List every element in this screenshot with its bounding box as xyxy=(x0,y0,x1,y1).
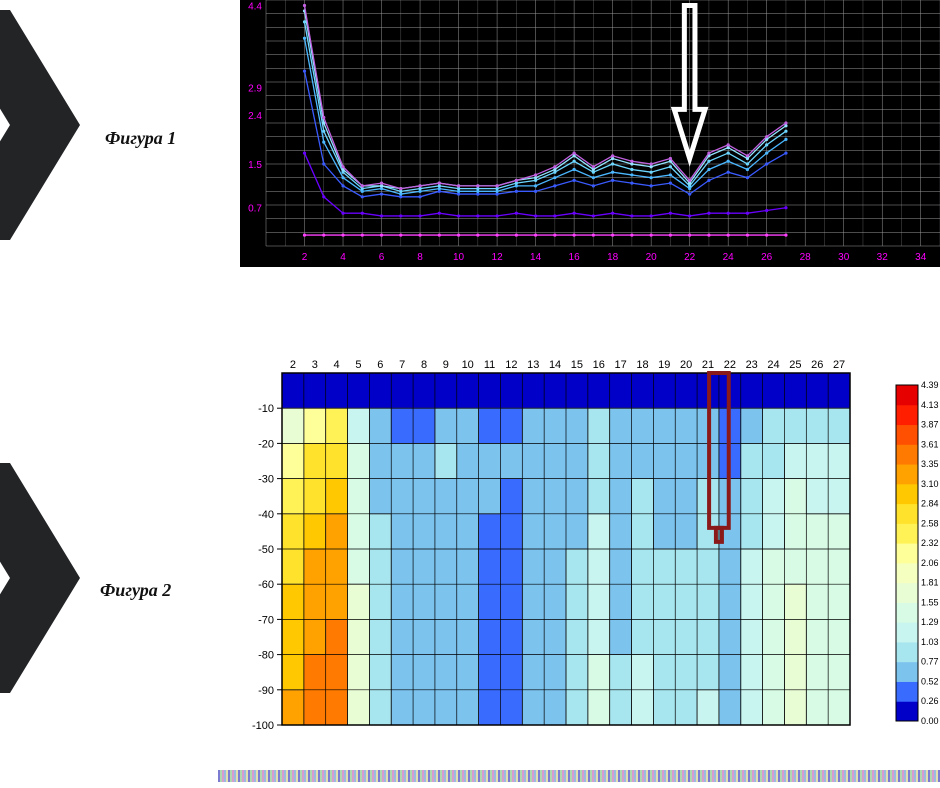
svg-text:10: 10 xyxy=(462,359,474,371)
svg-text:1.5: 1.5 xyxy=(248,160,262,171)
svg-text:2.4: 2.4 xyxy=(248,111,262,122)
svg-text:-70: -70 xyxy=(258,614,274,626)
svg-text:-60: -60 xyxy=(258,579,274,591)
svg-text:-40: -40 xyxy=(258,509,274,521)
svg-text:0.77: 0.77 xyxy=(921,657,939,667)
left-chevron-1 xyxy=(0,10,100,240)
svg-text:3.61: 3.61 xyxy=(921,439,939,449)
svg-text:-50: -50 xyxy=(258,544,274,556)
svg-text:2.58: 2.58 xyxy=(921,518,939,528)
svg-text:1.81: 1.81 xyxy=(921,578,939,588)
svg-text:4.13: 4.13 xyxy=(921,400,939,410)
svg-text:2.9: 2.9 xyxy=(248,83,262,94)
svg-text:-90: -90 xyxy=(258,685,274,697)
svg-text:6: 6 xyxy=(377,359,383,371)
figure-2-label: Фигура 2 xyxy=(100,580,171,601)
svg-text:7: 7 xyxy=(399,359,405,371)
svg-text:3: 3 xyxy=(312,359,318,371)
svg-text:4: 4 xyxy=(334,359,340,371)
svg-text:-30: -30 xyxy=(258,474,274,486)
svg-text:22: 22 xyxy=(684,252,696,263)
svg-text:18: 18 xyxy=(636,359,648,371)
svg-text:-100: -100 xyxy=(252,720,274,732)
svg-text:2.84: 2.84 xyxy=(921,499,939,509)
svg-text:4: 4 xyxy=(340,252,346,263)
svg-text:24: 24 xyxy=(723,252,735,263)
left-chevron-2 xyxy=(0,463,100,693)
svg-text:0.52: 0.52 xyxy=(921,676,939,686)
svg-text:3.10: 3.10 xyxy=(921,479,939,489)
svg-text:5: 5 xyxy=(355,359,361,371)
svg-text:28: 28 xyxy=(800,252,812,263)
svg-text:22: 22 xyxy=(724,359,736,371)
footer-noise-bar xyxy=(218,770,940,782)
svg-text:1.29: 1.29 xyxy=(921,617,939,627)
svg-text:26: 26 xyxy=(761,252,773,263)
svg-text:10: 10 xyxy=(453,252,465,263)
figure-1-line-chart: 2468101214161820222426283032340.71.52.42… xyxy=(240,0,940,267)
svg-text:-80: -80 xyxy=(258,650,274,662)
svg-text:0.7: 0.7 xyxy=(248,204,262,215)
svg-text:2.06: 2.06 xyxy=(921,558,939,568)
svg-text:6: 6 xyxy=(379,252,385,263)
svg-text:26: 26 xyxy=(811,359,823,371)
svg-text:16: 16 xyxy=(593,359,605,371)
svg-text:2: 2 xyxy=(290,359,296,371)
svg-text:18: 18 xyxy=(607,252,619,263)
svg-text:8: 8 xyxy=(417,252,423,263)
svg-text:3.35: 3.35 xyxy=(921,459,939,469)
svg-text:23: 23 xyxy=(746,359,758,371)
svg-text:17: 17 xyxy=(614,359,626,371)
svg-text:2: 2 xyxy=(302,252,308,263)
svg-text:9: 9 xyxy=(443,359,449,371)
svg-text:3.87: 3.87 xyxy=(921,420,939,430)
svg-text:32: 32 xyxy=(877,252,889,263)
svg-text:15: 15 xyxy=(571,359,583,371)
figure-2-heatmap: 2345678910111213141516171819202122232425… xyxy=(240,355,940,755)
svg-text:14: 14 xyxy=(549,359,561,371)
svg-text:1.55: 1.55 xyxy=(921,597,939,607)
figure-1-label: Фигура 1 xyxy=(105,128,176,149)
svg-text:12: 12 xyxy=(492,252,504,263)
svg-text:19: 19 xyxy=(658,359,670,371)
svg-text:13: 13 xyxy=(527,359,539,371)
svg-text:0.26: 0.26 xyxy=(921,696,939,706)
svg-text:21: 21 xyxy=(702,359,714,371)
svg-text:-10: -10 xyxy=(258,403,274,415)
svg-text:30: 30 xyxy=(838,252,850,263)
svg-text:2.32: 2.32 xyxy=(921,538,939,548)
svg-text:20: 20 xyxy=(680,359,692,371)
svg-text:1.03: 1.03 xyxy=(921,637,939,647)
svg-text:4.39: 4.39 xyxy=(921,380,939,390)
svg-text:8: 8 xyxy=(421,359,427,371)
svg-text:34: 34 xyxy=(915,252,927,263)
svg-text:16: 16 xyxy=(569,252,581,263)
svg-text:0.00: 0.00 xyxy=(921,716,939,726)
svg-text:-20: -20 xyxy=(258,438,274,450)
svg-text:20: 20 xyxy=(646,252,658,263)
svg-text:12: 12 xyxy=(505,359,517,371)
svg-text:24: 24 xyxy=(767,359,779,371)
svg-text:11: 11 xyxy=(484,359,495,371)
svg-text:14: 14 xyxy=(530,252,542,263)
svg-text:4.4: 4.4 xyxy=(248,1,262,12)
svg-text:27: 27 xyxy=(833,359,845,371)
svg-text:25: 25 xyxy=(789,359,801,371)
